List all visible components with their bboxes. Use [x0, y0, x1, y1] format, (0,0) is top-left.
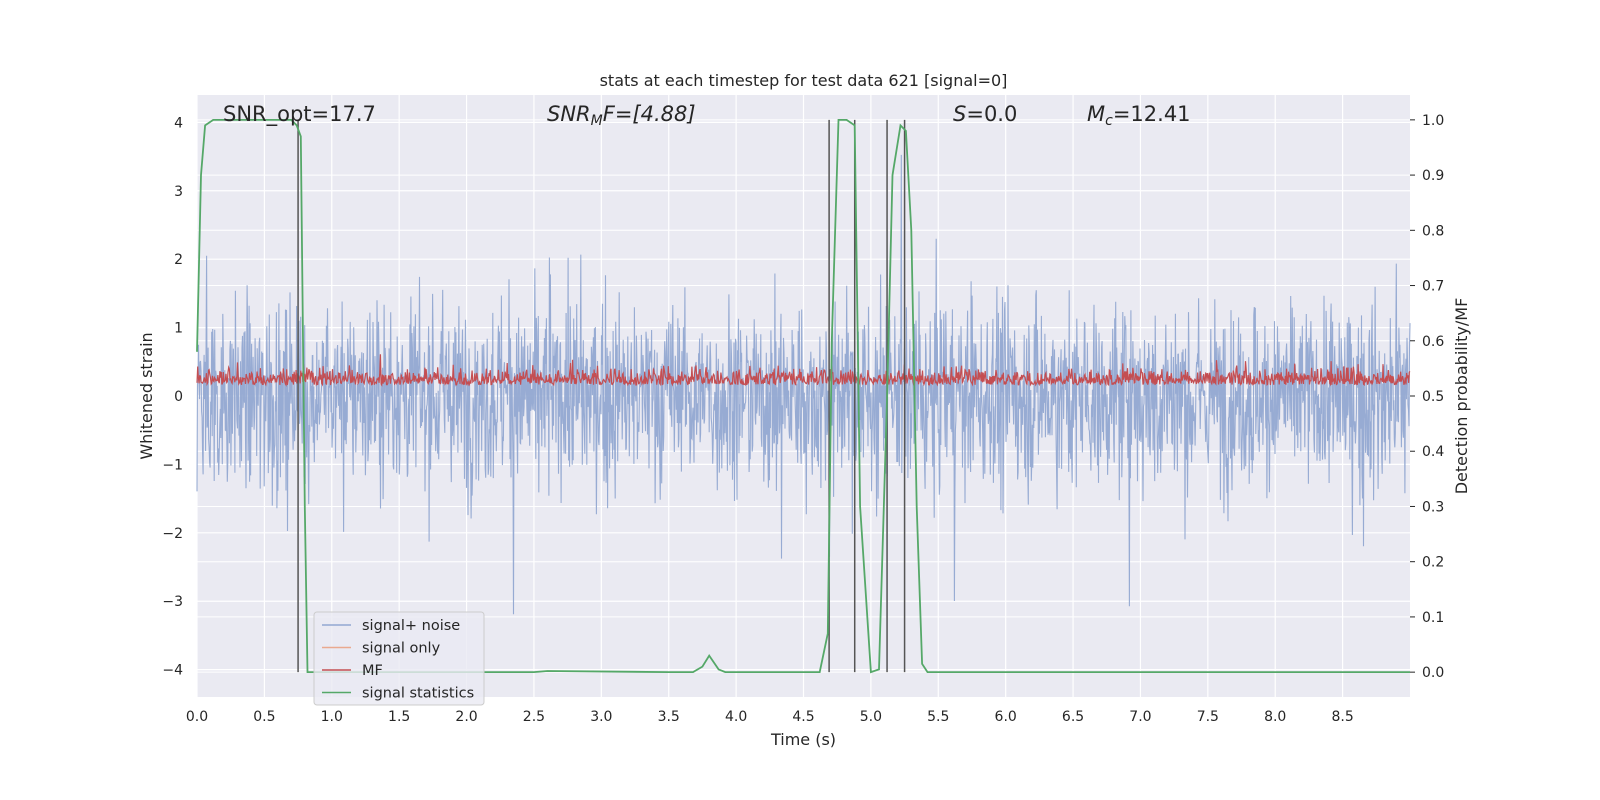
- annotation-snr-mf-symbol: SNR: [547, 102, 591, 126]
- y-right-tick-label: 0.8: [1422, 223, 1444, 239]
- annotation-snr-mf: SNRMF=[4.88]: [547, 102, 696, 129]
- y-right-tick-label: 0.5: [1422, 389, 1444, 405]
- signal-noise-line: [196, 154, 1411, 615]
- annotation-s: S=0.0: [953, 102, 1017, 126]
- legend-label-mf: MF: [362, 663, 383, 679]
- y-left-tick-label: 3: [174, 184, 183, 200]
- x-tick-label: 3.0: [590, 709, 612, 725]
- x-axis-label: Time (s): [770, 730, 836, 749]
- x-tick-label: 7.5: [1197, 709, 1219, 725]
- x-tick-label: 2.5: [523, 709, 545, 725]
- legend-label-signal-only: signal only: [362, 641, 441, 657]
- y-right-tick-label: 0.2: [1422, 555, 1444, 571]
- y-left-tick-label: 0: [174, 389, 183, 405]
- y-right-tick-label: 0.0: [1422, 665, 1444, 681]
- y-right-tick-label: 0.6: [1422, 334, 1444, 350]
- x-tick-label: 8.0: [1264, 709, 1286, 725]
- series-mf: [196, 354, 1411, 387]
- y-left-tick-label: −2: [162, 526, 183, 542]
- y-left-tick-label: 4: [174, 115, 183, 131]
- signal-statistics-line: [196, 119, 1410, 674]
- y-right-tick-label: 0.9: [1422, 168, 1444, 184]
- tick-labels: 0.0 0.5 1.0 1.5 2.0 2.5 3.0 3.5 4.0 4.5 5.0 5.5 6.0 6…: [162, 113, 1444, 725]
- x-tick-label: 6.5: [1062, 709, 1084, 725]
- legend-label-signal-noise: signal+ noise: [362, 618, 460, 634]
- annotation-s-value: =0.0: [966, 102, 1017, 126]
- legend: signal+ noise signal only MF signal stat…: [313, 611, 485, 706]
- x-tick-label: 5.0: [860, 709, 882, 725]
- annotation-snr-mf-rest: F=[4.88]: [603, 102, 696, 126]
- chart-title: stats at each timestep for test data 621…: [600, 71, 1008, 90]
- y-right-tick-label: 0.1: [1422, 610, 1444, 626]
- legend-box: [313, 611, 485, 706]
- y-left-tick-label: 2: [174, 252, 183, 268]
- annotation-mc-symbol: M: [1087, 102, 1105, 126]
- mf-line: [196, 354, 1411, 387]
- annotation-snr-mf-subscript: M: [591, 113, 603, 129]
- x-tick-label: 5.5: [927, 709, 949, 725]
- series-signal-statistics: [196, 119, 1410, 674]
- annotation-mc-value: =12.41: [1113, 102, 1191, 126]
- annotation-mc: Mc=12.41: [1087, 102, 1191, 129]
- y-right-tick-label: 1.0: [1422, 113, 1444, 129]
- x-tick-label: 0.5: [253, 709, 275, 725]
- x-tick-label: 1.0: [321, 709, 343, 725]
- x-tick-label: 2.0: [455, 709, 477, 725]
- annotation-s-symbol: S: [953, 102, 966, 126]
- y-left-tick-label: −4: [162, 663, 183, 679]
- annotation-mc-subscript: c: [1105, 113, 1113, 129]
- x-tick-label: 1.5: [388, 709, 410, 725]
- x-tick-label: 4.0: [725, 709, 747, 725]
- y-left-tick-label: −3: [162, 594, 183, 610]
- x-tick-label: 6.0: [995, 709, 1017, 725]
- y-axis-right-label: Detection probability/MF: [1452, 298, 1471, 495]
- y-right-tick-label: 0.3: [1422, 499, 1444, 515]
- y-right-tick-label: 0.7: [1422, 279, 1444, 295]
- series-signal-noise: [196, 154, 1411, 615]
- x-tick-label: 4.5: [792, 709, 814, 725]
- y-axis-left-label: Whitened strain: [137, 332, 156, 459]
- annotation-snr-opt: SNR_opt=17.7: [223, 102, 376, 127]
- x-tick-label: 0.0: [186, 709, 208, 725]
- y-right-tick-label: 0.4: [1422, 444, 1444, 460]
- x-tick-label: 7.0: [1129, 709, 1151, 725]
- x-tick-label: 3.5: [658, 709, 680, 725]
- x-tick-label: 8.5: [1331, 709, 1353, 725]
- legend-label-signal-statistics: signal statistics: [362, 686, 474, 702]
- y-left-tick-label: −1: [162, 457, 183, 473]
- y-left-tick-label: 1: [174, 321, 183, 337]
